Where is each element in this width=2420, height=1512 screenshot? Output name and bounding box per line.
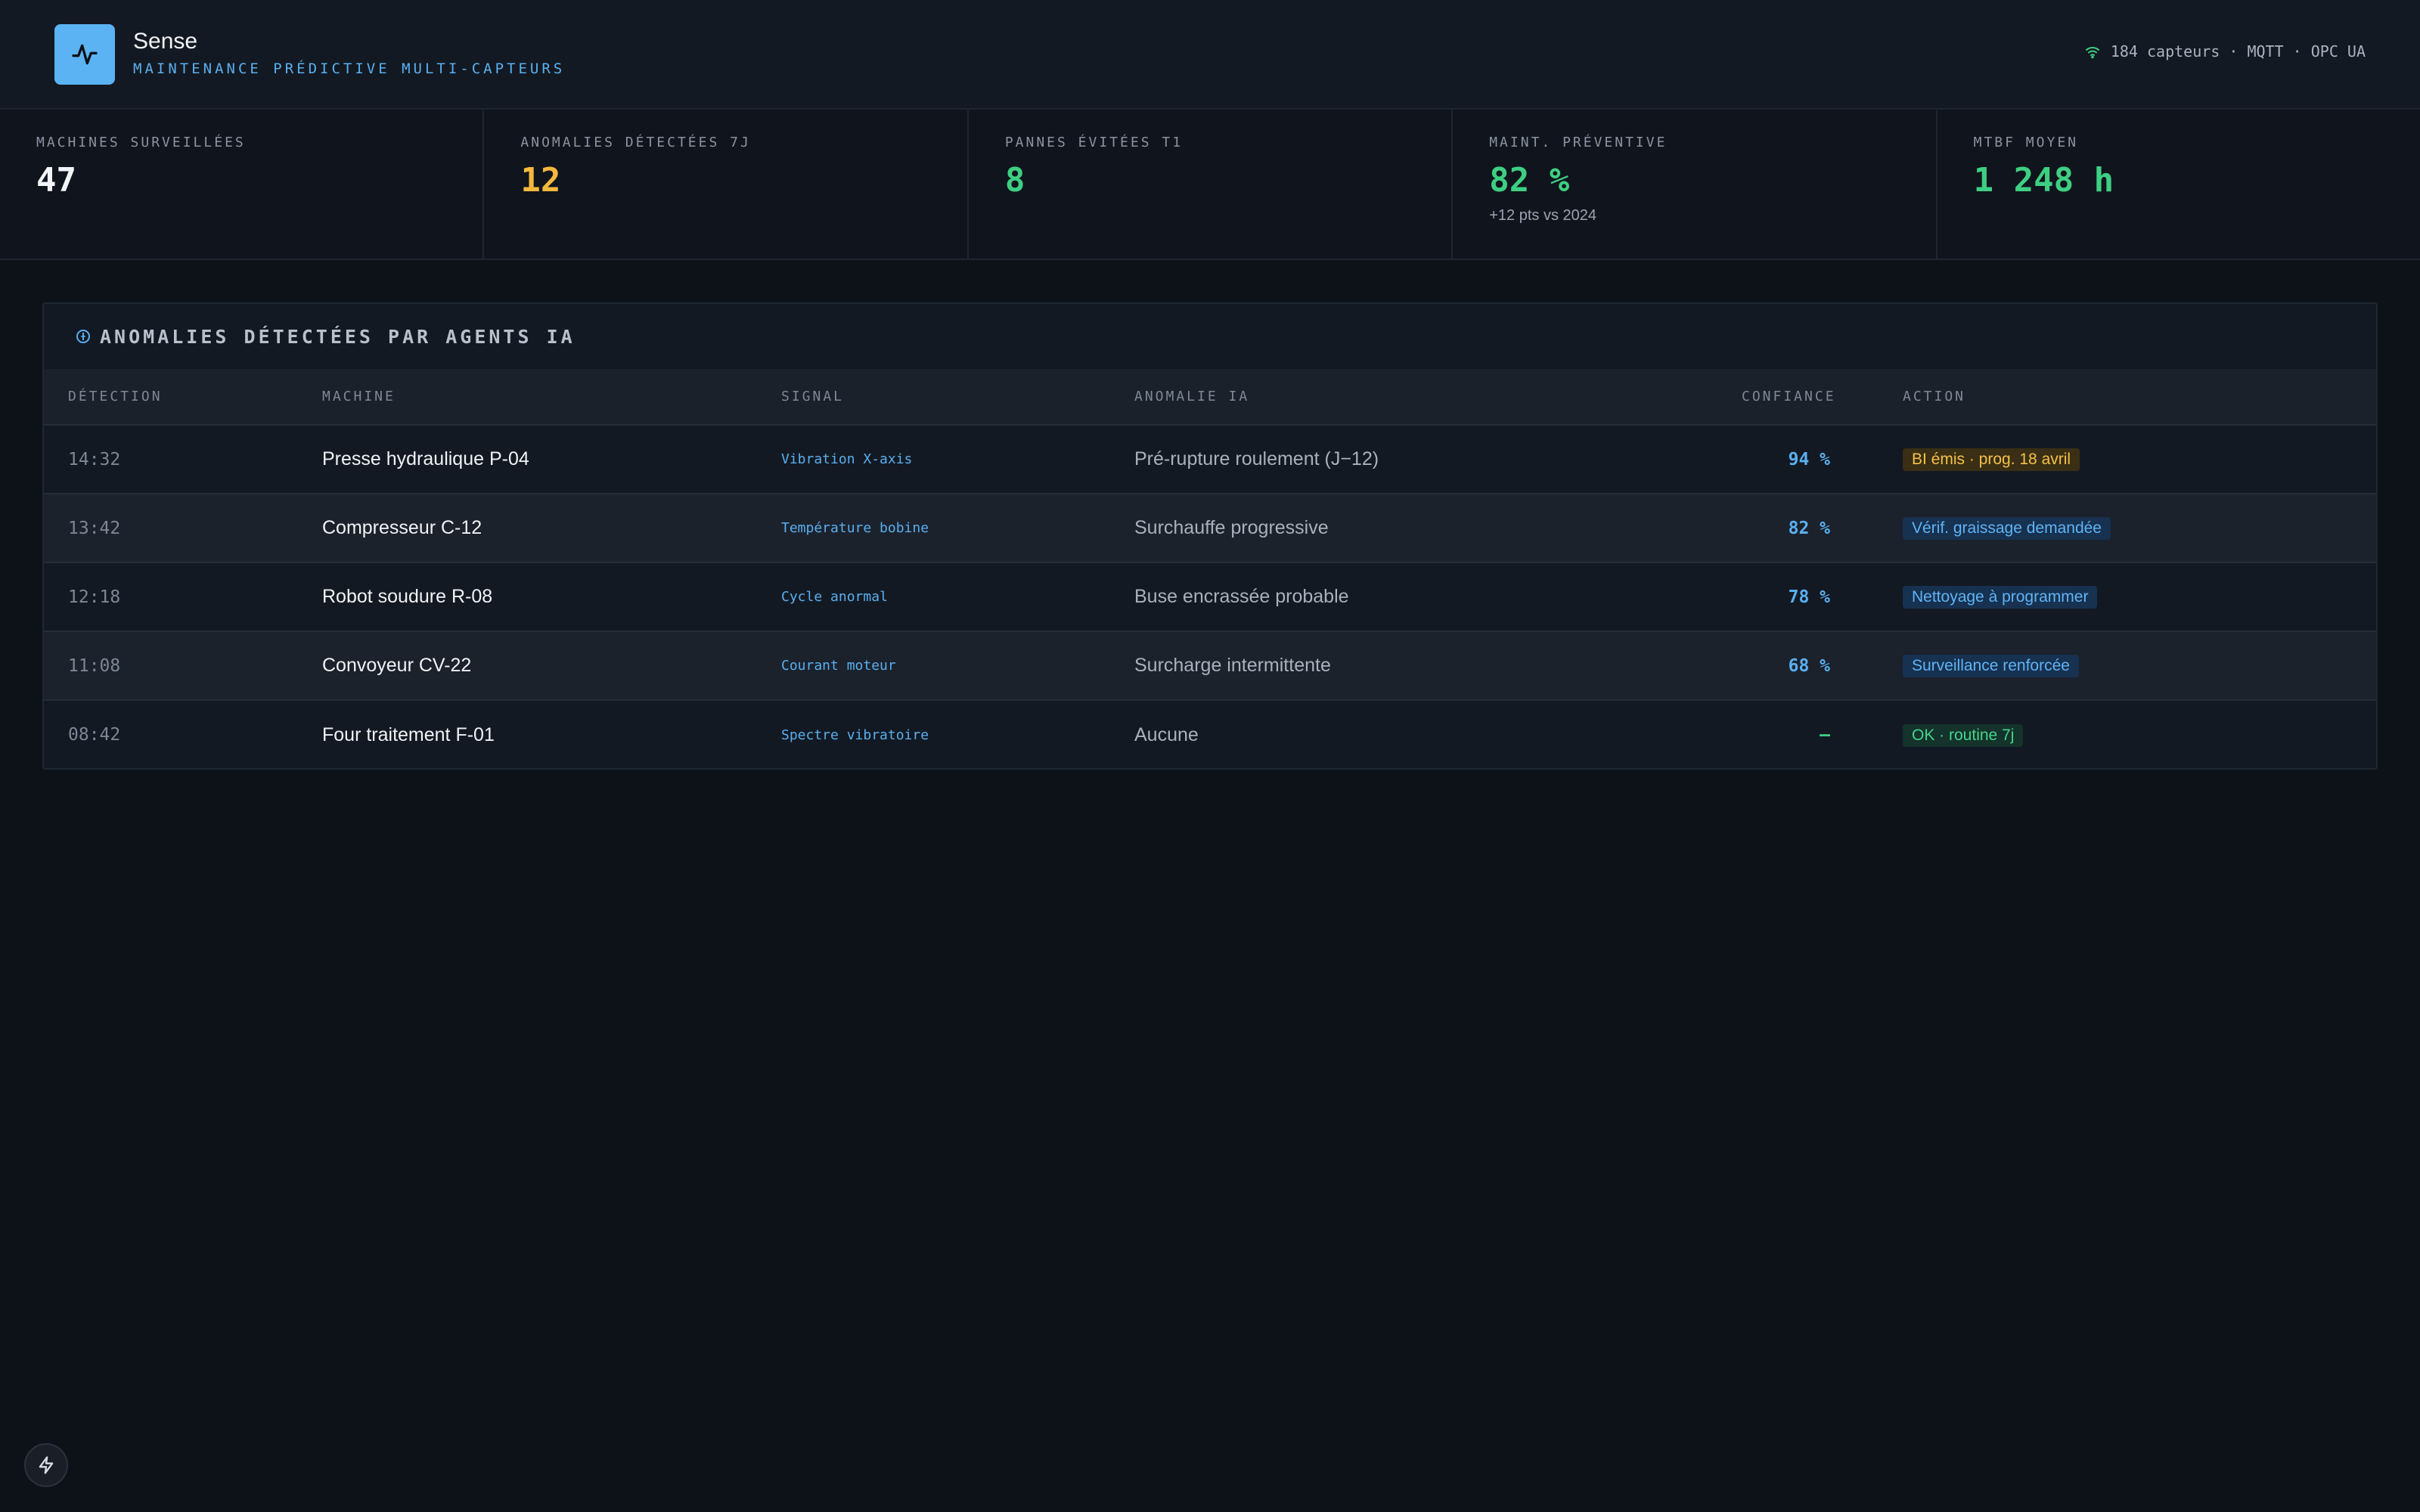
row-time: 11:08 — [68, 655, 121, 676]
pulse-icon — [72, 44, 98, 65]
table-row[interactable]: 11:08 Convoyeur CV-22 Courant moteur Sur… — [44, 631, 2376, 700]
row-signal: Spectre vibratoire — [781, 727, 929, 743]
kpi-label: MTBF MOYEN — [1973, 135, 2078, 150]
lightning-icon — [39, 1456, 54, 1474]
wifi-icon — [2085, 47, 2099, 59]
table-row[interactable]: 12:18 Robot soudure R-08 Cycle anormal B… — [44, 562, 2376, 631]
table-row[interactable]: 14:32 Presse hydraulique P-04 Vibration … — [44, 425, 2376, 494]
row-machine: Compresseur C-12 — [322, 517, 482, 538]
row-signal: Vibration X-axis — [781, 451, 913, 467]
action-badge[interactable]: BI émis · prog. 18 avril — [1903, 448, 2080, 471]
row-machine: Robot soudure R-08 — [322, 586, 493, 607]
panel-title-text: ANOMALIES DÉTECTÉES PAR AGENTS IA — [100, 325, 576, 348]
app-header: Sense MAINTENANCE PRÉDICTIVE MULTI-CAPTE… — [0, 0, 2420, 110]
panel-title: ANOMALIES DÉTECTÉES PAR AGENTS IA — [44, 304, 2376, 369]
status-text: 184 capteurs · MQTT · OPC UA — [2110, 42, 2366, 60]
col-confidence[interactable]: CONFIANCE — [1717, 369, 1879, 426]
col-anomaly[interactable]: ANOMALIE IA — [1110, 369, 1717, 426]
row-signal: Cycle anormal — [781, 589, 888, 605]
kpi-value: 1 248 h — [1973, 161, 2114, 200]
kpi-label: MACHINES SURVEILLÉES — [36, 135, 246, 150]
anomalies-table: DÉTECTION MACHINE SIGNAL ANOMALIE IA CON… — [44, 369, 2376, 768]
row-machine: Four traitement F-01 — [322, 723, 495, 745]
quick-action-button[interactable] — [24, 1443, 68, 1487]
row-time: 14:32 — [68, 449, 121, 469]
row-time: 13:42 — [68, 518, 121, 538]
action-badge[interactable]: Vérif. graissage demandée — [1903, 517, 2111, 540]
row-confidence: 94 % — [1788, 449, 1830, 469]
col-machine[interactable]: MACHINE — [298, 369, 757, 426]
row-confidence: 68 % — [1788, 655, 1830, 676]
row-action: Vérif. graissage demandée — [1879, 494, 2376, 562]
row-signal: Courant moteur — [781, 658, 896, 674]
row-machine: Presse hydraulique P-04 — [322, 448, 529, 469]
row-anomaly: Buse encrassée probable — [1134, 586, 1349, 607]
kpi-machines: MACHINES SURVEILLÉES 47 — [0, 110, 485, 259]
kpi-pannes: PANNES ÉVITÉES T1 8 — [969, 110, 1454, 259]
table-row[interactable]: 08:42 Four traitement F-01 Spectre vibra… — [44, 700, 2376, 768]
table-row[interactable]: 13:42 Compresseur C-12 Température bobin… — [44, 494, 2376, 562]
row-anomaly: Pré-rupture roulement (J−12) — [1134, 448, 1379, 469]
action-badge[interactable]: Nettoyage à programmer — [1903, 586, 2098, 609]
kpi-value: 82 % — [1489, 161, 1570, 200]
app-subtitle: MAINTENANCE PRÉDICTIVE MULTI-CAPTEURS — [133, 60, 566, 77]
kpi-anomalies: ANOMALIES DÉTECTÉES 7J 12 — [484, 110, 969, 259]
row-time: 08:42 — [68, 725, 121, 745]
row-signal: Température bobine — [781, 520, 929, 536]
row-action: Nettoyage à programmer — [1879, 562, 2376, 631]
row-confidence: 82 % — [1788, 518, 1830, 538]
app-logo[interactable] — [54, 24, 115, 85]
connection-status: 184 capteurs · MQTT · OPC UA — [2083, 42, 2366, 60]
kpi-mtbf: MTBF MOYEN 1 248 h — [1938, 110, 2420, 259]
kpi-note: +12 pts vs 2024 — [1489, 207, 1596, 224]
action-badge[interactable]: Surveillance renforcée — [1903, 655, 2079, 677]
kpi-value: 8 — [1004, 161, 1025, 200]
row-machine: Convoyeur CV-22 — [322, 655, 472, 676]
col-detection[interactable]: DÉTECTION — [44, 369, 298, 426]
row-action: Surveillance renforcée — [1879, 631, 2376, 700]
row-action: BI émis · prog. 18 avril — [1879, 425, 2376, 494]
row-anomaly: Aucune — [1134, 723, 1199, 745]
row-anomaly: Surcharge intermittente — [1134, 655, 1331, 676]
action-badge[interactable]: OK · routine 7j — [1903, 723, 2024, 747]
kpi-strip: MACHINES SURVEILLÉES 47 ANOMALIES DÉTECT… — [0, 110, 2420, 260]
kpi-maint-preventive: MAINT. PRÉVENTIVE 82 % +12 pts vs 2024 — [1453, 110, 1938, 259]
col-action[interactable]: ACTION — [1879, 369, 2376, 426]
table-header: DÉTECTION MACHINE SIGNAL ANOMALIE IA CON… — [44, 369, 2376, 426]
row-confidence: 78 % — [1788, 587, 1830, 607]
row-action: OK · routine 7j — [1879, 700, 2376, 768]
anomalies-panel: ANOMALIES DÉTECTÉES PAR AGENTS IA DÉTECT… — [42, 302, 2378, 770]
info-icon — [76, 330, 90, 343]
app-name: Sense — [133, 29, 198, 54]
col-signal[interactable]: SIGNAL — [757, 369, 1110, 426]
kpi-value: 47 — [36, 161, 76, 200]
kpi-value: 12 — [520, 161, 561, 200]
row-anomaly: Surchauffe progressive — [1134, 517, 1329, 538]
kpi-label: MAINT. PRÉVENTIVE — [1489, 135, 1668, 150]
row-time: 12:18 — [68, 587, 121, 607]
kpi-label: ANOMALIES DÉTECTÉES 7J — [520, 135, 751, 150]
kpi-label: PANNES ÉVITÉES T1 — [1004, 135, 1184, 150]
row-confidence: — — [1820, 725, 1830, 745]
